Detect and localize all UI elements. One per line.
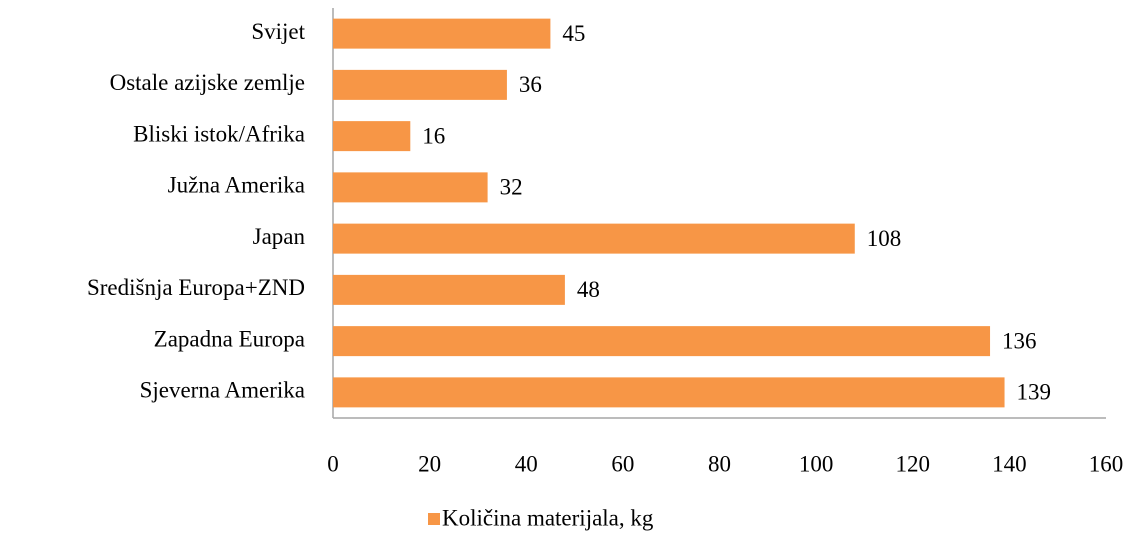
y-tick-label: Ostale azijske zemlje	[110, 70, 305, 95]
x-tick-label: 100	[799, 451, 834, 476]
bar	[333, 274, 565, 305]
y-tick-label: Južna Amerika	[168, 173, 305, 198]
y-tick-label: Svijet	[251, 19, 305, 44]
bar	[333, 223, 855, 254]
bar	[333, 69, 507, 100]
data-label: 16	[422, 123, 445, 148]
bar	[333, 326, 991, 357]
data-label: 48	[577, 277, 600, 302]
bar	[333, 121, 411, 152]
x-tick-label: 60	[611, 451, 634, 476]
x-tick-label: 20	[418, 451, 441, 476]
bar	[333, 18, 551, 49]
x-tick-label: 0	[327, 451, 339, 476]
y-tick-label: Zapadna Europa	[154, 326, 305, 351]
y-tick-label: Japan	[253, 224, 306, 249]
legend-swatch	[428, 513, 440, 525]
data-label: 45	[562, 21, 585, 46]
data-label: 36	[519, 72, 542, 97]
bar	[333, 172, 488, 203]
y-tick-label: Bliski istok/Afrika	[133, 121, 305, 146]
data-label: 139	[1017, 380, 1051, 405]
x-tick-label: 160	[1089, 451, 1124, 476]
data-label: 108	[867, 226, 902, 251]
x-tick-label: 40	[515, 451, 538, 476]
x-tick-label: 140	[992, 451, 1027, 476]
y-tick-label: Sjeverna Amerika	[140, 378, 305, 403]
y-tick-label: Središnja Europa+ZND	[87, 275, 305, 300]
data-label: 32	[500, 175, 523, 200]
bar	[333, 377, 1005, 408]
x-tick-label: 120	[896, 451, 931, 476]
x-tick-label: 80	[708, 451, 731, 476]
data-label: 136	[1002, 328, 1037, 353]
legend-label: Količina materijala, kg	[442, 505, 654, 530]
